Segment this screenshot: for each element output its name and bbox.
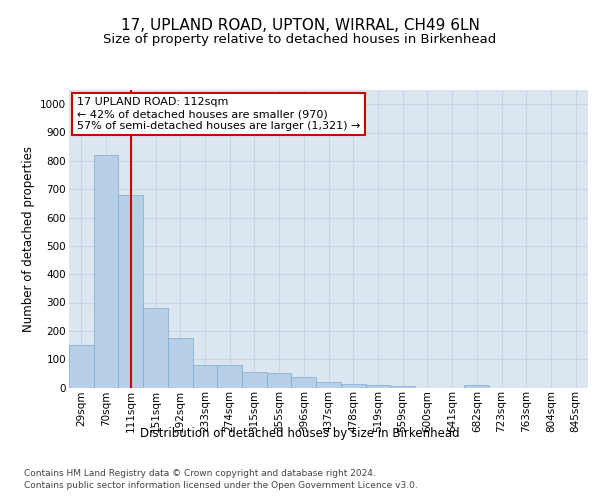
Text: 17 UPLAND ROAD: 112sqm
← 42% of detached houses are smaller (970)
57% of semi-de: 17 UPLAND ROAD: 112sqm ← 42% of detached…	[77, 98, 360, 130]
Bar	[94, 155, 118, 388]
Text: Contains public sector information licensed under the Open Government Licence v3: Contains public sector information licen…	[24, 481, 418, 490]
Bar	[365, 385, 390, 388]
Text: Contains HM Land Registry data © Crown copyright and database right 2024.: Contains HM Land Registry data © Crown c…	[24, 469, 376, 478]
Bar	[118, 195, 143, 388]
Bar	[464, 384, 489, 388]
Text: 17, UPLAND ROAD, UPTON, WIRRAL, CH49 6LN: 17, UPLAND ROAD, UPTON, WIRRAL, CH49 6LN	[121, 18, 479, 32]
Bar	[143, 308, 168, 388]
Bar	[390, 386, 415, 388]
Bar	[292, 376, 316, 388]
Text: Size of property relative to detached houses in Birkenhead: Size of property relative to detached ho…	[103, 32, 497, 46]
Y-axis label: Number of detached properties: Number of detached properties	[22, 146, 35, 332]
Bar	[341, 384, 365, 388]
Bar	[316, 382, 341, 388]
Bar	[242, 372, 267, 388]
Bar	[267, 374, 292, 388]
Bar	[168, 338, 193, 388]
Text: Distribution of detached houses by size in Birkenhead: Distribution of detached houses by size …	[140, 428, 460, 440]
Bar	[217, 366, 242, 388]
Bar	[193, 365, 217, 388]
Bar	[69, 345, 94, 388]
